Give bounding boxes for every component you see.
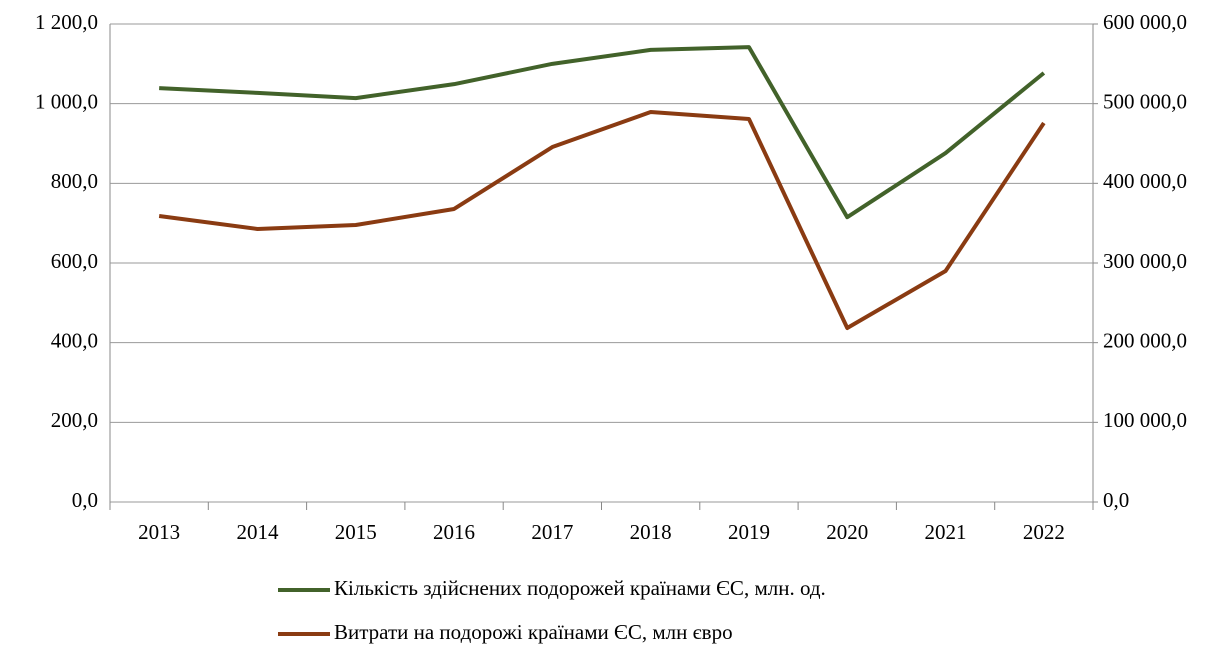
y2-tick-label: 200 000,0 — [1103, 328, 1187, 352]
x-tick-label: 2019 — [728, 520, 770, 544]
y2-tick-label: 400 000,0 — [1103, 169, 1187, 193]
y-tick-label: 1 000,0 — [35, 89, 98, 113]
x-tick-label: 2021 — [925, 520, 967, 544]
series-line — [159, 45, 1046, 220]
y2-tick-label: 300 000,0 — [1103, 249, 1187, 273]
x-tick-label: 2018 — [630, 520, 672, 544]
y-tick-label: 400,0 — [51, 328, 98, 352]
x-tick-label: 2016 — [433, 520, 475, 544]
y-tick-label: 1 200,0 — [35, 10, 98, 34]
y-tick-label: 0,0 — [72, 488, 98, 512]
legend-label: Кількість здійснених подорожей країнами … — [334, 576, 826, 600]
x-tick-label: 2017 — [531, 520, 573, 544]
x-tick-label: 2022 — [1023, 520, 1065, 544]
series-line — [158, 110, 1046, 331]
x-tick-label: 2013 — [138, 520, 180, 544]
y-tick-label: 600,0 — [51, 249, 98, 273]
y-tick-label: 800,0 — [51, 169, 98, 193]
y2-tick-label: 0,0 — [1103, 488, 1129, 512]
legend-label: Витрати на подорожі країнами ЄС, млн євр… — [334, 620, 733, 644]
x-tick-label: 2015 — [335, 520, 377, 544]
y2-tick-label: 600 000,0 — [1103, 10, 1187, 34]
y2-tick-label: 500 000,0 — [1103, 89, 1187, 113]
x-tick-label: 2020 — [826, 520, 868, 544]
x-tick-label: 2014 — [236, 520, 279, 544]
y-tick-label: 200,0 — [51, 408, 98, 432]
y2-tick-label: 100 000,0 — [1103, 408, 1187, 432]
